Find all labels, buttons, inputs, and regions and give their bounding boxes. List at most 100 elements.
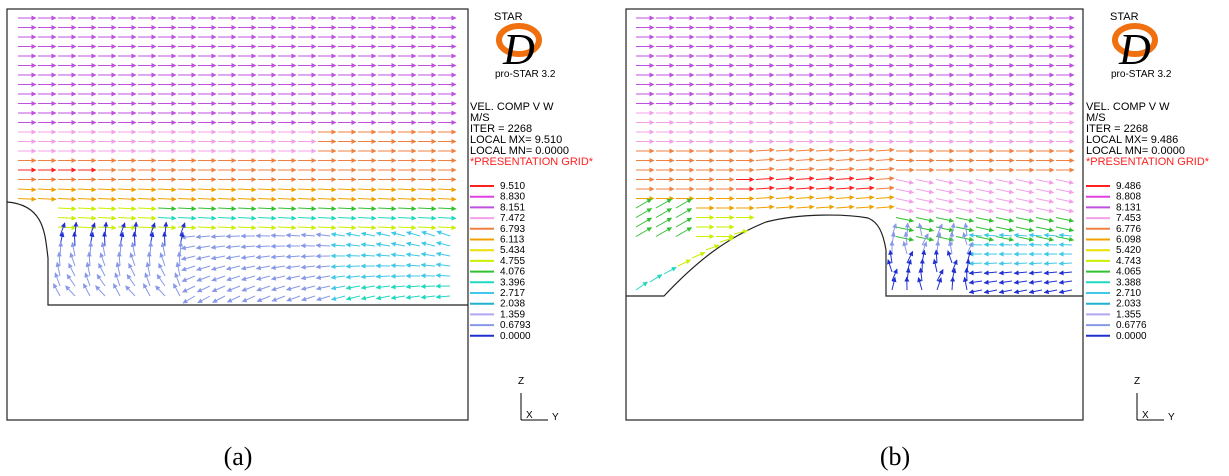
- vector-arrow: [835, 195, 855, 201]
- vector-arrow: [917, 222, 923, 237]
- vector-arrow: [126, 274, 136, 287]
- vector-arrow: [163, 221, 169, 237]
- vector-arrow: [406, 230, 421, 237]
- vector-arrow: [835, 147, 855, 153]
- vector-arrow: [125, 285, 136, 297]
- vector-arrow: [55, 261, 61, 277]
- vector-arrow: [54, 272, 61, 287]
- vector-arrow: [57, 196, 77, 202]
- vector-arrow: [405, 241, 421, 247]
- vector-arrow: [815, 147, 835, 153]
- vector-arrow: [1013, 270, 1028, 276]
- vector-arrow: [675, 198, 693, 209]
- vector-arrow: [256, 295, 271, 303]
- vector-arrow: [390, 263, 406, 269]
- vector-arrow: [755, 157, 775, 163]
- vector-arrow: [377, 196, 397, 202]
- vector-arrow: [1028, 242, 1043, 248]
- vector-arrow: [815, 157, 835, 163]
- vector-arrow: [217, 196, 237, 202]
- vector-arrow: [270, 265, 286, 271]
- info-line-5: LOCAL MN= 0.0000: [470, 145, 569, 157]
- vector-arrow: [97, 215, 117, 221]
- vector-arrow: [197, 206, 217, 212]
- vector-arrow: [935, 179, 955, 185]
- legend-value: 0.6776: [1116, 320, 1147, 331]
- vector-arrow: [277, 215, 297, 221]
- logo-version: pro-STAR 3.2: [1111, 69, 1172, 80]
- panel-b-plot: STAR D pro-STAR 3.2 VEL. COMP V W M/S IT…: [625, 8, 1210, 423]
- vector-arrow: [345, 231, 361, 237]
- vector-arrow: [180, 234, 196, 240]
- vector-arrow: [1043, 289, 1058, 295]
- vector-arrow: [17, 196, 37, 202]
- vector-arrow: [256, 275, 271, 281]
- legend-value: 7.453: [1116, 213, 1141, 224]
- color-legend: 9.4868.8088.1317.4536.7766.0985.4204.743…: [1086, 181, 1147, 342]
- vector-arrow: [435, 251, 451, 257]
- vector-arrow: [257, 206, 277, 212]
- vector-arrow: [180, 255, 196, 261]
- legend-value: 9.510: [500, 181, 525, 192]
- vector-arrow: [663, 266, 677, 275]
- vector-arrow: [375, 273, 391, 279]
- vector-arrow: [98, 263, 106, 277]
- vector-arrow: [1058, 279, 1073, 285]
- vector-arrow: [177, 196, 197, 202]
- vector-arrow: [815, 176, 835, 182]
- vector-arrow: [360, 252, 376, 258]
- vector-arrow: [1013, 242, 1028, 248]
- vector-arrow: [998, 289, 1013, 295]
- vector-arrow: [855, 166, 875, 172]
- vector-arrow: [77, 215, 97, 221]
- vector-arrow: [226, 295, 241, 303]
- vector-arrow: [144, 272, 151, 287]
- vector-arrow: [72, 231, 78, 247]
- vector-arrow: [156, 274, 166, 287]
- panel-caption: (a): [223, 442, 253, 471]
- vector-arrow: [360, 231, 376, 237]
- vector-arrow: [57, 215, 77, 221]
- vector-arrow: [983, 232, 998, 238]
- vector-arrow: [197, 187, 217, 193]
- vector-arrow: [635, 198, 653, 209]
- vector-arrow: [675, 227, 693, 237]
- vector-arrow: [902, 240, 908, 255]
- vector-arrow: [655, 227, 673, 237]
- vector-arrow: [675, 208, 693, 218]
- vector-arrow: [895, 188, 915, 195]
- vector-arrow: [405, 284, 421, 290]
- legend-value: 2.033: [1116, 299, 1141, 310]
- legend-value: 4.076: [500, 267, 525, 278]
- vector-arrow: [330, 232, 346, 238]
- vector-arrow: [855, 147, 875, 153]
- vector-arrow: [417, 225, 437, 231]
- vector-arrow: [655, 217, 673, 228]
- vector-arrow: [435, 262, 451, 268]
- legend-value: 6.793: [500, 224, 525, 235]
- legend-value: 9.486: [1116, 181, 1141, 192]
- vector-arrow: [377, 206, 397, 212]
- vector-arrow: [360, 284, 376, 290]
- presentation-grid-label: *PRESENTATION GRID*: [470, 156, 594, 168]
- vector-arrow: [360, 242, 376, 248]
- vector-arrow: [875, 195, 895, 201]
- vector-arrow: [317, 215, 337, 221]
- legend-value: 2.717: [500, 288, 525, 299]
- vector-arrow: [421, 230, 436, 237]
- vector-arrow: [437, 187, 457, 193]
- vector-arrow: [377, 215, 397, 221]
- info-line-1: VEL. COMP V W: [1086, 101, 1170, 113]
- vector-arrow: [795, 185, 815, 191]
- vector-arrow: [998, 242, 1013, 248]
- vector-arrow: [357, 215, 377, 221]
- vector-arrow: [635, 217, 653, 228]
- panel-a: STAR D pro-STAR 3.2 VEL. COMP V W M/S IT…: [0, 0, 613, 476]
- vector-arrow: [237, 206, 257, 212]
- vector-arrow: [240, 254, 256, 260]
- vector-arrow: [277, 196, 297, 202]
- legend-value: 4.743: [1116, 256, 1141, 267]
- vector-arrow: [1015, 236, 1035, 242]
- vector-arrow: [983, 289, 998, 295]
- logo-ring-icon: [1112, 23, 1158, 57]
